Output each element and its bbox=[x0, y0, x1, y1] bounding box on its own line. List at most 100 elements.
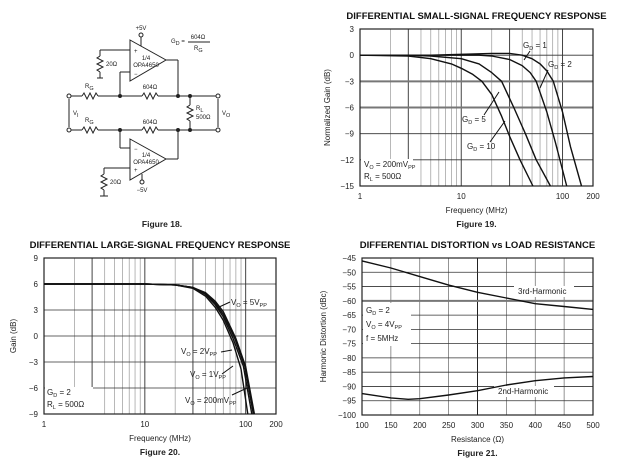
fig21-ytick-label: −75 bbox=[342, 340, 356, 349]
fig19-plot-frame bbox=[359, 28, 594, 187]
fig19-annotation: GD = 5 bbox=[462, 115, 486, 126]
fig20-ytick-label: −6 bbox=[29, 384, 39, 393]
fig20-annotation-arrow bbox=[216, 301, 231, 309]
fig21-ytick-label: −90 bbox=[342, 382, 356, 391]
fig19-ytick-label: −12 bbox=[340, 156, 354, 165]
resistor-20ohm-bottom bbox=[99, 173, 109, 191]
fig19-ytick-label: −15 bbox=[340, 182, 354, 191]
opamp-top-plus: + bbox=[134, 49, 138, 55]
resistor-20ohm-top bbox=[95, 55, 105, 73]
fig21-xtick-label: 450 bbox=[557, 421, 571, 430]
fig21-ytick-label: −100 bbox=[338, 411, 357, 420]
fig21-xtick-label: 300 bbox=[471, 421, 485, 430]
fig21-xtick-label: 200 bbox=[413, 421, 427, 430]
fig20-annotation: RL = 500Ω bbox=[47, 400, 84, 411]
gain-equation-lhs: GD = bbox=[171, 39, 185, 47]
fig21-ytick-label: −55 bbox=[342, 283, 356, 292]
fig20-xtick-label: 10 bbox=[140, 420, 149, 429]
fig21-xtick-label: 500 bbox=[586, 421, 600, 430]
fig21-xlabel: Resistance (Ω) bbox=[451, 435, 504, 444]
fig20-xlabel: Frequency (MHz) bbox=[129, 434, 191, 443]
fig21-ytick-label: −45 bbox=[342, 254, 356, 263]
fig20-ytick-label: 0 bbox=[34, 332, 39, 341]
fig20-ytick-label: −3 bbox=[29, 358, 39, 367]
fig21-condition-box bbox=[363, 303, 411, 346]
fig20-annotation: VO = 1VPP bbox=[190, 370, 226, 381]
opamp-bottom-symbol bbox=[129, 138, 168, 181]
fig19-condition-box bbox=[361, 159, 413, 186]
fig20-condition-box bbox=[45, 387, 93, 414]
fig21-annotation: GD = 2 bbox=[366, 306, 390, 317]
fig20-caption: Figure 20. bbox=[140, 447, 180, 457]
fig21-xtick-label: 250 bbox=[442, 421, 456, 430]
fig21-xtick-label: 100 bbox=[355, 421, 369, 430]
fig21-ytick-label: −65 bbox=[342, 311, 356, 320]
fig19-annotation: GD = 1 bbox=[523, 41, 547, 52]
fig19-annotation: GD = 10 bbox=[467, 142, 496, 153]
rg-bottom-label: RG bbox=[85, 118, 94, 126]
fig21-xtick-label: 150 bbox=[384, 421, 398, 430]
rf-top-label: 604Ω bbox=[143, 85, 158, 91]
resistor-rf-top bbox=[141, 91, 159, 101]
fig19-annotation: RL = 500Ω bbox=[364, 172, 401, 183]
fig21-label-bg bbox=[494, 386, 554, 397]
resistor-rg-bottom bbox=[81, 125, 99, 135]
fig19-xtick-label: 10 bbox=[457, 192, 466, 201]
fig20-xtick-label: 100 bbox=[239, 420, 253, 429]
fig21-annotation: VO = 4VPP bbox=[366, 320, 402, 331]
opamp-bottom-fraction: 1/4 bbox=[142, 153, 151, 159]
schematic-labels: +5V−5V+−1/4OPA4650−+1/4OPA465020Ω20ΩRGRG… bbox=[73, 26, 231, 229]
opamp-top-symbol bbox=[129, 39, 168, 82]
fig19-xtick-label: 1 bbox=[358, 192, 363, 201]
fig20-series-line-3 bbox=[44, 283, 256, 415]
opamp-bottom-part: OPA4650 bbox=[133, 160, 159, 166]
fig21-plot-frame bbox=[361, 257, 594, 416]
fig19-annotation-arrow bbox=[523, 50, 531, 61]
fig21-series-line-0 bbox=[361, 260, 594, 311]
fig19-ylabel: Normalized Gain (dB) bbox=[323, 69, 332, 146]
opamp-bottom-minus: − bbox=[134, 147, 138, 153]
supply-neg-label: −5V bbox=[137, 188, 148, 194]
fig20-ytick-label: −9 bbox=[29, 410, 39, 419]
opamp-bottom-plus: + bbox=[134, 168, 138, 174]
fig20-ytick-label: 6 bbox=[34, 280, 39, 289]
fig21-label-bg bbox=[514, 286, 574, 297]
fig19-ytick-label: −6 bbox=[345, 104, 355, 113]
fig20-title: DIFFERENTIAL LARGE-SIGNAL FREQUENCY RESP… bbox=[30, 240, 291, 251]
rl-label: RL bbox=[196, 106, 203, 114]
fig19-annotation-arrow bbox=[539, 69, 549, 89]
fig20-annotation: VO = 5VPP bbox=[231, 298, 267, 309]
resistor-rf-bottom bbox=[141, 125, 159, 135]
fig19-ytick-label: 3 bbox=[350, 25, 355, 34]
fig21-series-line-1 bbox=[361, 375, 594, 400]
fig20-ytick-label: 9 bbox=[34, 254, 39, 263]
fig21-annotation: 2nd-Harmonic bbox=[498, 387, 548, 396]
fig20-annotation: VO = 2VPP bbox=[181, 347, 217, 358]
fig20-plot-frame bbox=[43, 257, 277, 415]
figure-18-caption: Figure 18. bbox=[142, 219, 182, 229]
fig21-ytick-label: −95 bbox=[342, 397, 356, 406]
charts: DIFFERENTIAL SMALL-SIGNAL FREQUENCY RESP… bbox=[9, 11, 607, 458]
fig19-series-line-2 bbox=[360, 54, 552, 187]
rg-top-label: RG bbox=[85, 84, 94, 92]
fig20-ytick-label: 3 bbox=[34, 306, 39, 315]
rf-bottom-label: 604Ω bbox=[143, 120, 158, 126]
fig21-ylabel: Harmonic Distortion (dBc) bbox=[319, 290, 328, 382]
fig19-xtick-label: 100 bbox=[556, 192, 570, 201]
opamp-top-part: OPA4650 bbox=[133, 63, 159, 69]
fig20-annotation: GD = 2 bbox=[47, 388, 71, 399]
fig21-xtick-label: 350 bbox=[500, 421, 514, 430]
fig20-xtick-label: 200 bbox=[269, 420, 283, 429]
vo-label: VO bbox=[222, 111, 231, 119]
fig20-annotation-arrow bbox=[220, 349, 233, 353]
fig21-chart: DIFFERENTIAL DISTORTION vs LOAD RESISTAN… bbox=[319, 240, 600, 458]
r-ground-top-label: 20Ω bbox=[106, 62, 118, 68]
fig19-xlabel: Frequency (MHz) bbox=[446, 206, 508, 215]
fig21-ytick-label: −80 bbox=[342, 354, 356, 363]
fig19-series-line-1 bbox=[360, 54, 568, 187]
fig20-annotation-arrow bbox=[231, 387, 248, 396]
fig19-ytick-label: 0 bbox=[350, 51, 355, 60]
gain-equation-denominator: RG bbox=[194, 46, 203, 54]
fig19-annotation: VO = 200mVPP bbox=[364, 160, 416, 171]
